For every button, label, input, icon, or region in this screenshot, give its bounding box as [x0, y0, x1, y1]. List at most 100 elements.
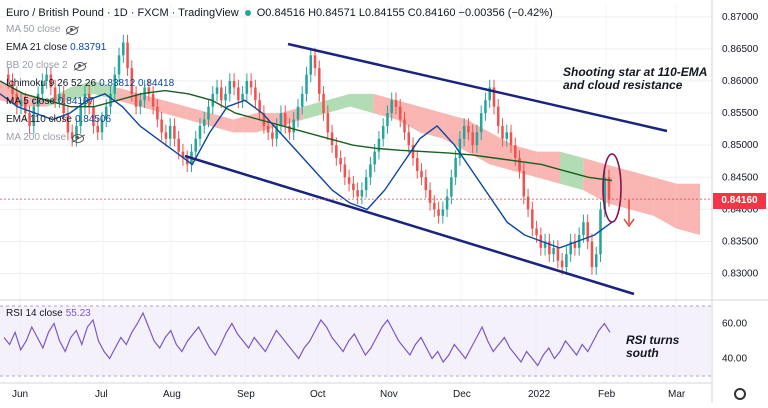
candle-body	[556, 247, 560, 261]
candle-body	[569, 241, 572, 255]
candle-body	[313, 55, 317, 69]
candle-body	[104, 106, 108, 120]
cloud-segment	[326, 93, 350, 114]
legend-item[interactable]: EMA 110 close 0.84506	[6, 114, 111, 126]
candle-body	[237, 87, 240, 101]
candle-body	[207, 106, 210, 120]
candle-body	[122, 42, 125, 56]
legend-item[interactable]: Ichimoku 9 26 52 26 0.83812 0.84418	[6, 78, 174, 90]
hidden-eye-icon[interactable]	[66, 25, 79, 35]
legend-item-name: MA 200 close	[6, 132, 67, 143]
candle-body	[58, 93, 61, 101]
candle-body	[492, 87, 496, 107]
time-tick-label: Sep	[237, 389, 255, 400]
candle-body	[241, 93, 244, 101]
hidden-eye-icon[interactable]	[72, 133, 85, 143]
settings-gear-icon[interactable]	[734, 388, 746, 400]
candle-body	[45, 74, 48, 82]
candle-body	[386, 113, 389, 126]
drawings	[0, 42, 712, 296]
candle-body	[215, 87, 219, 94]
price-tick-label: 0.86000	[722, 76, 759, 87]
candle-body	[339, 158, 342, 165]
time-tick-label: Nov	[380, 389, 398, 400]
candle-body	[326, 113, 330, 133]
cloud-segment	[536, 151, 560, 184]
annotation-shooting-star: Shooting star at 110-EMA and cloud resis…	[563, 65, 708, 92]
candle-body	[577, 235, 581, 248]
candle-body	[526, 196, 530, 210]
candle-body	[279, 113, 283, 126]
cloud-segment	[630, 170, 654, 216]
candle-body	[96, 125, 100, 133]
candle-body	[220, 87, 223, 101]
cloud-segment	[23, 93, 47, 107]
legend-item-value: 0.83812 0.84418	[99, 78, 175, 89]
candle-body	[420, 170, 423, 178]
cloud-segment	[420, 106, 444, 139]
candle-body	[509, 132, 513, 146]
candle-body	[113, 74, 117, 94]
candle-body	[322, 93, 325, 114]
candle-body	[330, 132, 334, 146]
candle-body	[381, 125, 385, 139]
candle-body	[177, 138, 180, 152]
legend-item[interactable]: MA 50 close	[6, 24, 79, 36]
legend-item[interactable]: MA 5 close 0.84107	[6, 96, 94, 108]
time-tick-label: Jul	[95, 389, 108, 400]
hidden-eye-icon[interactable]	[73, 61, 86, 71]
cloud-segment	[350, 93, 374, 114]
price-tick-label: 0.86500	[722, 44, 759, 55]
price-tick-label: 0.87000	[722, 12, 759, 23]
legend-item-name: MA 50 close	[6, 24, 61, 35]
legend-item-name: EMA 21 close	[6, 42, 68, 53]
candle-body	[300, 93, 304, 107]
candle-body	[249, 81, 253, 88]
channel-lower-line	[184, 154, 635, 296]
candle-body	[347, 177, 351, 184]
time-tick-label: Feb	[598, 389, 616, 400]
candle-body	[109, 93, 112, 107]
rsi-legend[interactable]: RSI 14 close 55.23	[6, 308, 91, 320]
candle-body	[607, 177, 611, 200]
candle-body	[505, 132, 509, 139]
candle-body	[28, 113, 31, 126]
candle-body	[462, 125, 466, 139]
cloud-segment	[210, 113, 234, 133]
candle-body	[450, 177, 453, 197]
candle-body	[266, 125, 270, 133]
rsi-pane: 60.00 40.00	[0, 299, 768, 377]
candle-body	[283, 113, 287, 126]
candle-body	[117, 55, 121, 75]
candle-body	[586, 222, 589, 242]
candle-body	[296, 106, 300, 120]
ema-21-line	[0, 93, 613, 249]
symbol-header[interactable]: Euro / British Pound · 1D · FXCM · Tradi…	[6, 7, 553, 19]
legend-item[interactable]: EMA 21 close 0.83791	[6, 42, 106, 54]
candle-body	[484, 100, 487, 114]
candle-body	[168, 125, 172, 139]
last-price-tag: 0.84160	[713, 193, 766, 209]
rsi-legend-name: RSI 14 close	[6, 308, 63, 319]
candle-body	[305, 74, 308, 94]
candle-body	[15, 93, 19, 107]
candle-body	[394, 100, 398, 107]
candle-body	[445, 196, 449, 210]
time-tick-label: Oct	[310, 389, 326, 400]
candle-body	[356, 190, 359, 197]
legend-item[interactable]: MA 200 close	[6, 132, 85, 144]
candle-body	[66, 113, 70, 133]
cloud-segment	[490, 132, 514, 171]
legend-item[interactable]: BB 20 close 2	[6, 60, 86, 72]
candle-body	[531, 209, 534, 229]
rsi-tick-label: 40.00	[722, 354, 747, 365]
candle-body	[181, 151, 185, 159]
candle-body	[352, 183, 355, 191]
candle-body	[202, 119, 206, 126]
cloud-segment	[560, 151, 584, 191]
symbol-title[interactable]: Euro / British Pound · 1D · FXCM · Tradi…	[6, 7, 239, 19]
candle-body	[292, 119, 295, 133]
candle-body	[147, 87, 151, 94]
